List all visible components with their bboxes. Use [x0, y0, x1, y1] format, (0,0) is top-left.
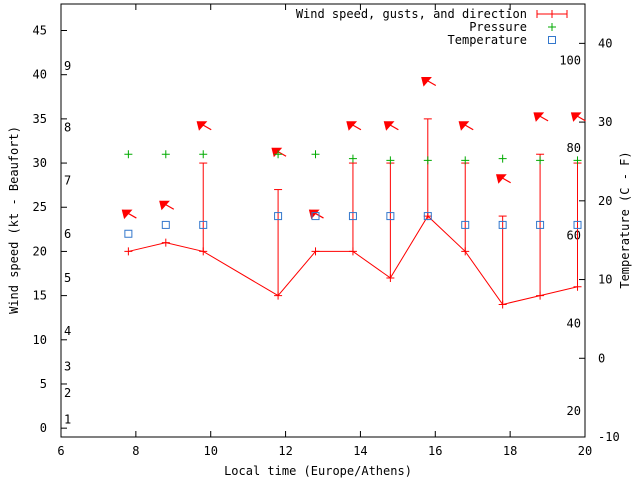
pressure-point	[423, 156, 432, 165]
x-tick-label: 12	[278, 444, 292, 458]
wind-speed-point	[161, 238, 170, 247]
y-left-tick-label: 25	[33, 200, 47, 214]
fahrenheit-label: 60	[567, 228, 581, 242]
temperature-point	[274, 212, 283, 221]
y-left-tick-label: 20	[33, 244, 47, 258]
legend-pressure-marker	[548, 23, 556, 31]
pressure-point	[348, 154, 357, 163]
fahrenheit-label: 40	[567, 317, 581, 331]
y-right-tick-label: 40	[598, 36, 612, 50]
legend: Wind speed, gusts, and directionPressure…	[296, 7, 568, 47]
wind-speed-point	[311, 247, 320, 256]
pressure-point	[461, 156, 470, 165]
wind-direction-arrowhead	[533, 112, 545, 122]
wind-speed-point	[124, 247, 133, 256]
temperature-point	[573, 220, 582, 229]
beaufort-label: 8	[64, 121, 71, 135]
wind-speed-point	[498, 300, 507, 309]
temperature-point	[498, 220, 507, 229]
beaufort-label: 7	[64, 174, 71, 188]
fahrenheit-label: 80	[567, 141, 581, 155]
pressure-point	[386, 156, 395, 165]
temperature-point	[461, 220, 470, 229]
y-left-tick-label: 0	[40, 421, 47, 435]
y-left-tick-label: 30	[33, 156, 47, 170]
data-marks	[121, 77, 586, 309]
axis-ticks	[60, 4, 586, 438]
pressure-point	[536, 156, 545, 165]
legend-label: Temperature	[448, 33, 527, 47]
wind-direction-arrowhead	[196, 121, 208, 131]
y-right-tick-label: 10	[598, 273, 612, 287]
wind-speed-point	[386, 273, 395, 282]
wind-direction-arrowhead	[421, 77, 432, 87]
wind-speed-point	[423, 212, 432, 221]
x-axis-label: Local time (Europe/Athens)	[224, 464, 412, 478]
pressure-point	[498, 154, 507, 163]
x-tick-label: 10	[203, 444, 217, 458]
y-right-tick-label: -10	[598, 430, 620, 444]
temperature-point	[199, 220, 208, 229]
y-right-tick-label: 0	[598, 351, 605, 365]
legend-temperature-marker	[548, 36, 556, 44]
temperature-point	[386, 212, 395, 221]
pressure-point	[199, 150, 208, 159]
wind-direction-arrowhead	[496, 174, 507, 184]
x-tick-label: 14	[353, 444, 367, 458]
pressure-point	[274, 150, 283, 159]
wind-direction-arrowhead	[121, 209, 133, 220]
pressure-point	[161, 150, 170, 159]
x-tick-label: 18	[503, 444, 517, 458]
wind-direction-arrowhead	[346, 121, 358, 131]
legend-label: Wind speed, gusts, and direction	[296, 7, 527, 21]
x-tick-label: 6	[57, 444, 64, 458]
temperature-point	[348, 212, 357, 221]
temperature-point	[161, 220, 170, 229]
beaufort-label: 3	[64, 359, 71, 373]
y-left-tick-label: 10	[33, 333, 47, 347]
y-left-tick-label: 5	[40, 377, 47, 391]
y-left-tick-label: 35	[33, 112, 47, 126]
pressure-point	[124, 150, 133, 159]
y-left-tick-label: 45	[33, 24, 47, 38]
axis-tick-labels: 6 8 10 12 14 16 18 20051015202530354045-1001020…	[33, 24, 620, 458]
temperature-point	[423, 212, 432, 221]
wind-speed-point	[573, 282, 582, 291]
pressure-point	[311, 150, 320, 159]
y-right-tick-label: 30	[598, 115, 612, 129]
temperature-point	[124, 229, 133, 238]
wind-direction-arrowhead	[159, 200, 170, 211]
y-left-tick-label: 15	[33, 289, 47, 303]
beaufort-label: 9	[64, 59, 71, 73]
pressure-point	[573, 156, 582, 165]
wind-direction-arrowhead	[383, 121, 395, 131]
wind-speed-point	[536, 291, 545, 300]
y-axis-label-left: Wind speed (kt - Beaufort)	[7, 126, 21, 314]
y-right-tick-label: 20	[598, 194, 612, 208]
wind-speed-line	[128, 215, 578, 306]
fahrenheit-label: 20	[567, 404, 581, 418]
wind-speed-point	[274, 291, 283, 300]
legend-label: Pressure	[469, 20, 527, 34]
beaufort-label: 2	[64, 386, 71, 400]
temperature-point	[536, 220, 545, 229]
beaufort-label: 6	[64, 227, 71, 241]
x-tick-label: 8	[132, 444, 139, 458]
wind-direction-arrowhead	[458, 121, 470, 131]
y-left-tick-label: 40	[33, 68, 47, 82]
wind-speed-point	[199, 247, 208, 256]
wind-speed-point	[348, 247, 357, 256]
wind-speed-point	[461, 247, 470, 256]
fahrenheit-label: 100	[559, 54, 581, 68]
beaufort-label: 4	[64, 324, 71, 338]
x-tick-label: 16	[428, 444, 442, 458]
beaufort-label: 5	[64, 271, 71, 285]
temperature-point	[311, 212, 320, 221]
beaufort-label: 1	[64, 412, 71, 426]
wind-direction-arrowhead	[570, 112, 582, 122]
plot-frame	[60, 3, 586, 438]
y-axis-label-right: Temperature (C - F)	[618, 151, 632, 288]
x-tick-label: 20	[578, 444, 592, 458]
